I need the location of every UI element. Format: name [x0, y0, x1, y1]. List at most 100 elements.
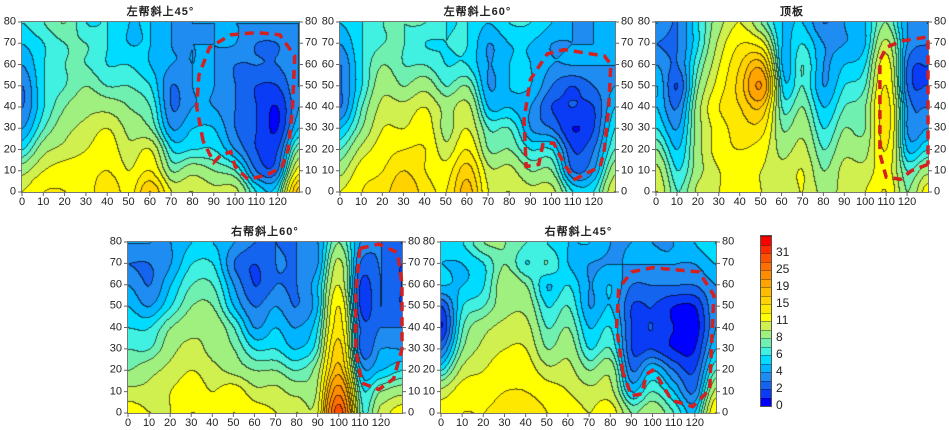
y-tick-label-right: 70 [722, 256, 735, 269]
y-tick-label-right: 30 [934, 121, 947, 134]
x-tick-label: 110 [664, 417, 683, 429]
colorbar-label: 25 [776, 262, 790, 276]
x-tick-label: 80 [503, 196, 516, 208]
y-tick-label-right: 20 [408, 363, 421, 376]
y-tick-label-right: 20 [934, 143, 947, 155]
y-tick-label-left: 60 [109, 278, 122, 291]
colorbar-bin [761, 321, 771, 330]
y-tick-label-right: 30 [621, 121, 634, 134]
y-tick-label-right: 70 [934, 36, 947, 49]
y-tick-label-left: 20 [109, 363, 122, 376]
colorbar-bin [761, 372, 771, 381]
y-tick-label-left: 0 [9, 185, 16, 198]
colorbar-bin [761, 338, 771, 347]
x-tick-label: 0 [652, 196, 660, 208]
y-tick-label-left: 20 [422, 363, 435, 376]
colorbar-label: 6 [776, 347, 783, 361]
contour-plot-area [124, 241, 406, 417]
colorbar-label: 31 [776, 245, 790, 259]
overlay [18, 21, 303, 196]
panel-title: 顶板 [780, 6, 804, 18]
y-tick-label-left: 70 [109, 256, 122, 269]
x-tick-label: 120 [685, 417, 705, 429]
colorbar-label: 11 [776, 313, 789, 327]
contour-field [22, 22, 299, 192]
x-tick-label: 20 [376, 196, 389, 208]
highlight-outline [194, 30, 297, 182]
y-tick-label-right: 10 [722, 385, 735, 398]
x-tick-label: 100 [856, 196, 875, 208]
x-tick-label: 110 [247, 196, 266, 208]
y-tick-label-left: 50 [109, 299, 122, 312]
y-tick-label-left: 30 [321, 121, 334, 134]
colorbar-label: 15 [776, 296, 790, 310]
y-tick-label-left: 20 [3, 143, 16, 155]
x-tick-label: 60 [561, 417, 575, 429]
contour-plot-area [18, 21, 303, 196]
y-tick-label-left: 20 [637, 143, 650, 155]
panel-title: 右帮斜上45° [544, 226, 613, 238]
overlay [652, 21, 932, 196]
x-tick-label: 0 [336, 196, 344, 208]
x-tick-label: 30 [79, 196, 93, 208]
x-tick-label: 90 [625, 417, 638, 429]
x-tick-label: 20 [164, 417, 177, 429]
x-tick-label: 60 [460, 196, 474, 208]
y-tick-label-right: 10 [934, 164, 947, 177]
y-tick-label-right: 0 [621, 185, 628, 198]
x-tick-label: 120 [897, 196, 917, 208]
x-tick-label: 10 [37, 196, 50, 208]
contour-plot-area [652, 21, 932, 196]
y-tick-label-right: 40 [408, 321, 421, 333]
y-tick-label-left: 30 [109, 342, 122, 355]
y-tick-label-right: 10 [621, 164, 634, 177]
x-tick-label: 50 [540, 417, 553, 429]
y-tick-label-right: 50 [934, 79, 947, 92]
x-tick-label: 20 [58, 196, 71, 208]
y-tick-label-right: 20 [621, 143, 634, 155]
y-tick-label-right: 50 [621, 79, 634, 92]
x-tick-label: 100 [329, 417, 348, 429]
y-tick-label-left: 0 [428, 406, 435, 419]
colorbar-bin [761, 261, 771, 270]
x-tick-label: 80 [817, 196, 830, 208]
colorbar [760, 235, 772, 407]
x-tick-label: 90 [524, 196, 537, 208]
x-tick-label: 70 [165, 196, 178, 208]
x-tick-label: 50 [754, 196, 767, 208]
y-tick-label-right: 50 [408, 299, 421, 312]
y-tick-label-left: 0 [115, 406, 122, 419]
y-tick-label-right: 60 [621, 58, 634, 70]
highlight-outline [353, 242, 404, 392]
y-tick-label-right: 70 [305, 36, 318, 49]
overlay [437, 241, 720, 417]
panel-title: 左帮斜上60° [443, 6, 512, 18]
contour-plot-area [437, 241, 720, 417]
y-tick-label-left: 50 [3, 79, 16, 92]
x-tick-label: 90 [207, 196, 220, 208]
y-tick-label-right: 60 [722, 278, 735, 291]
x-tick-label: 90 [838, 196, 851, 208]
contour-plot-area [336, 21, 619, 196]
y-tick-label-right: 70 [408, 256, 421, 269]
y-tick-label-right: 70 [621, 36, 634, 49]
y-tick-label-left: 50 [321, 79, 334, 92]
x-tick-label: 30 [712, 196, 725, 208]
y-tick-label-right: 30 [722, 342, 735, 355]
y-tick-label-right: 50 [305, 79, 318, 92]
colorbar-bin [761, 329, 771, 338]
x-tick-label: 100 [542, 196, 561, 208]
colorbar-bin [761, 312, 771, 321]
y-tick-label-left: 60 [3, 58, 16, 70]
x-tick-label: 120 [371, 417, 391, 429]
colorbar-bin [761, 363, 771, 372]
x-tick-label: 40 [733, 196, 746, 208]
y-tick-label-right: 40 [934, 100, 947, 113]
y-tick-label-left: 30 [637, 121, 650, 134]
x-tick-label: 50 [227, 417, 240, 429]
x-tick-label: 80 [186, 196, 199, 208]
x-tick-label: 70 [582, 417, 596, 429]
x-tick-label: 60 [248, 417, 261, 429]
x-tick-label: 10 [670, 196, 684, 208]
x-tick-label: 50 [122, 196, 135, 208]
